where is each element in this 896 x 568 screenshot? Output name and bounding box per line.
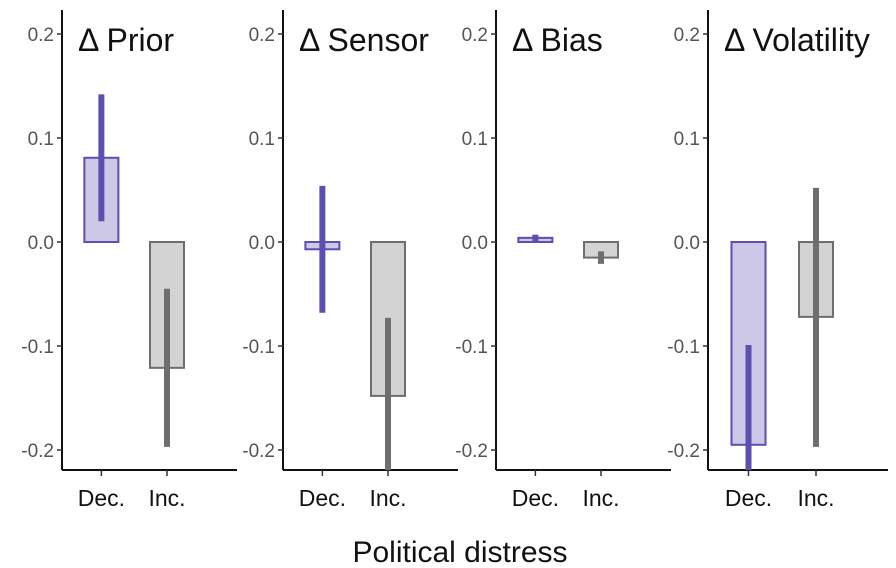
panel-2-y-tick-label: 0.0 xyxy=(249,233,275,254)
panel-4-y-tick-label: -0.2 xyxy=(667,441,700,462)
panel-1-y-tick-label: 0.2 xyxy=(28,25,54,46)
panel-3-y-tick-label: 0.0 xyxy=(462,233,488,254)
x-axis-title: Political distress xyxy=(352,536,567,568)
panel-1-category-label: Dec. xyxy=(78,485,125,511)
panel-3-y-tick-label: 0.1 xyxy=(462,129,488,150)
panel-4-title: Δ Volatility xyxy=(724,22,870,58)
panel-1-y-tick-label: -0.1 xyxy=(21,337,54,358)
panel-3-category-label: Inc. xyxy=(582,485,619,511)
panel-4-y-tick-label: -0.1 xyxy=(667,337,700,358)
panel-2-y-tick-label: -0.2 xyxy=(242,441,275,462)
panel-2-category-label: Inc. xyxy=(369,485,406,511)
panel-2-title: Δ Sensor xyxy=(299,22,429,58)
panel-4-y-tick-label: 0.2 xyxy=(674,25,700,46)
panel-3-y-tick-label: -0.1 xyxy=(455,337,488,358)
panel-3-y-tick-label: 0.2 xyxy=(462,25,488,46)
panel-3-y-tick-label: -0.2 xyxy=(455,441,488,462)
panel-1-y-tick-label: -0.2 xyxy=(21,441,54,462)
panel-4-y-tick-label: 0.1 xyxy=(674,129,700,150)
panel-2-y-tick-label: -0.1 xyxy=(242,337,275,358)
panel-1-category-label: Inc. xyxy=(148,485,185,511)
panel-2-y-tick-label: 0.2 xyxy=(249,25,275,46)
panel-1-y-tick-label: 0.0 xyxy=(28,233,54,254)
panel-1-title: Δ Prior xyxy=(78,22,174,58)
panel-2-y-tick-label: 0.1 xyxy=(249,129,275,150)
panel-4-category-label: Inc. xyxy=(797,485,834,511)
panel-3-category-label: Dec. xyxy=(512,485,559,511)
panel-2-category-label: Dec. xyxy=(299,485,346,511)
panel-1-y-tick-label: 0.1 xyxy=(28,129,54,150)
panel-4-category-label: Dec. xyxy=(725,485,772,511)
panel-3-title: Δ Bias xyxy=(512,22,603,58)
panel-4-y-tick-label: 0.0 xyxy=(674,233,700,254)
